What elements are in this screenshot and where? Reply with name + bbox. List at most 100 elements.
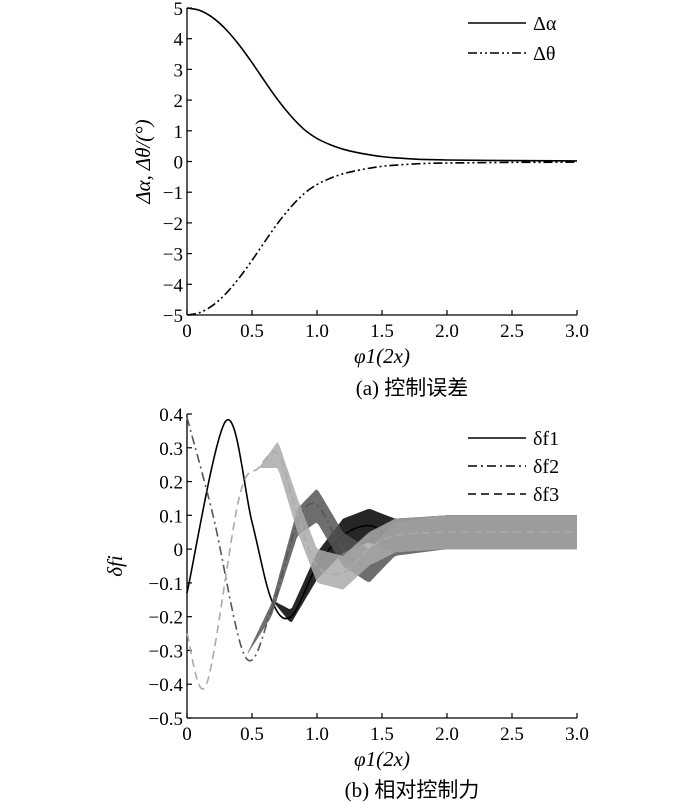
x-tick-label: 3.0 — [565, 321, 589, 342]
y-tick-label: 0 — [174, 540, 184, 561]
legend-label: Δθ — [533, 43, 555, 65]
y-tick-label: 1 — [174, 122, 184, 143]
data-point — [303, 128, 305, 130]
chart-panel-1: 0 0.5 1.0 1.5 2.0 2.5 3.0 5 4 3 2 1 0 −1 −2 −3 −4 −5 φ1(2x… — [131, 0, 589, 400]
data-point — [329, 178, 331, 180]
data-point — [225, 29, 227, 31]
data-point — [238, 277, 240, 279]
data-point — [342, 572, 344, 574]
y-tick-label: −3 — [163, 245, 183, 266]
data-point — [245, 656, 247, 658]
legend-label: Δα — [533, 13, 557, 35]
x-tick-label: 0.5 — [240, 321, 264, 342]
chart-panel-2: 0 0.5 1.0 1.5 2.0 2.5 3.0 0.4 0.3 0.2 0.1 0 −0.1 −0.2… — [103, 405, 589, 802]
x-tick-label: 1.5 — [370, 724, 394, 745]
data-point — [225, 293, 227, 295]
data-point — [329, 144, 331, 146]
data-point — [212, 515, 214, 517]
y-tick-label: −0.2 — [149, 608, 183, 629]
y-tick-label: 2 — [174, 91, 184, 112]
x-tick-label: 3.0 — [565, 724, 589, 745]
data-point — [212, 304, 214, 306]
data-point — [238, 44, 240, 46]
y-tick-label: 0.3 — [159, 439, 183, 460]
data-point — [394, 157, 396, 159]
x-tick-label: 2.0 — [435, 724, 459, 745]
y-tick-label: −1 — [163, 183, 183, 204]
y-tick-label: −5 — [163, 306, 183, 327]
data-point — [316, 184, 318, 186]
data-point — [342, 173, 344, 175]
data-point — [251, 62, 253, 64]
x-axis-label: φ1(2x) — [354, 344, 410, 368]
data-point — [290, 206, 292, 208]
y-tick-label: −0.3 — [149, 641, 183, 662]
data-point — [297, 515, 299, 517]
data-point — [199, 312, 201, 314]
data-point — [511, 162, 513, 164]
y-tick-label: 0.4 — [159, 405, 183, 426]
y-tick-label: 3 — [174, 60, 184, 81]
series-line — [186, 451, 577, 690]
data-point — [342, 548, 344, 550]
data-point — [446, 159, 448, 161]
data-point — [511, 160, 513, 162]
data-point — [316, 504, 318, 506]
x-axis-label: φ1(2x) — [354, 747, 410, 771]
x-tick-label: 1.5 — [370, 321, 394, 342]
y-tick-label: −2 — [163, 214, 183, 235]
data-point — [251, 260, 253, 262]
series-2 — [186, 161, 578, 316]
data-point — [264, 81, 266, 83]
y-tick-label: −0.4 — [149, 675, 184, 696]
data-point — [199, 10, 201, 12]
data-point — [368, 167, 370, 169]
chart-caption: (a) 控制误差 — [356, 376, 469, 400]
data-point — [394, 164, 396, 166]
data-point — [381, 156, 383, 158]
data-point — [277, 99, 279, 101]
series-line — [186, 161, 578, 316]
x-tick-label: 2.5 — [500, 321, 524, 342]
data-point — [271, 609, 273, 611]
series-band — [260, 442, 577, 590]
data-point — [576, 531, 578, 533]
legend-label: δf1 — [533, 428, 559, 450]
data-point — [206, 683, 208, 685]
series-line — [186, 7, 578, 162]
y-tick-label: 5 — [174, 0, 184, 20]
data-point — [368, 154, 370, 156]
x-tick-label: 1.0 — [305, 321, 329, 342]
data-point — [271, 599, 273, 601]
data-point — [258, 467, 260, 469]
data-point — [381, 166, 383, 168]
data-point — [420, 159, 422, 161]
y-tick-label: −0.5 — [149, 709, 183, 730]
data-point — [511, 531, 513, 533]
y-tick-label: 0 — [174, 153, 184, 174]
data-point — [290, 115, 292, 117]
data-point — [225, 420, 227, 422]
data-point — [355, 170, 357, 172]
data-point — [303, 193, 305, 195]
x-tick-label: 0 — [182, 724, 192, 745]
y-tick-label: 0.1 — [159, 506, 183, 527]
y-tick-label: 0.2 — [159, 473, 183, 494]
legend-label: δf3 — [533, 484, 559, 506]
data-point — [342, 148, 344, 150]
data-point — [238, 498, 240, 500]
data-point — [186, 314, 188, 316]
x-tick-label: 1.0 — [305, 724, 329, 745]
x-tick-label: 2.0 — [435, 321, 459, 342]
data-point — [355, 151, 357, 153]
series-line — [186, 417, 577, 662]
data-point — [576, 161, 578, 163]
legend-label: δf2 — [533, 456, 559, 478]
data-point — [264, 241, 266, 243]
series-1 — [186, 7, 578, 162]
data-point — [394, 535, 396, 537]
data-point — [316, 565, 318, 567]
y-tick-label: −4 — [163, 275, 184, 296]
x-tick-label: 2.5 — [500, 724, 524, 745]
